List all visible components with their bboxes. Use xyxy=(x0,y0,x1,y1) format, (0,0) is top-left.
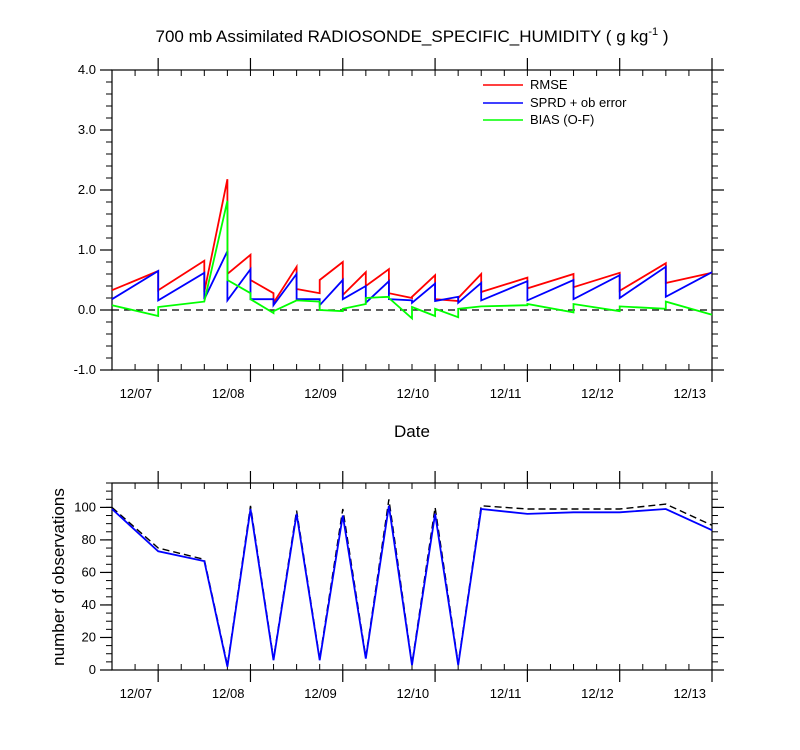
chart-title-suffix: ) xyxy=(658,27,668,46)
top-x-tick-label: 12/07 xyxy=(120,386,153,401)
top-y-tick-label: 1.0 xyxy=(78,242,96,257)
bottom-plot: 12/07 12/08 12/09 12/10 12/11 12/12 12/13 0 20 40… xyxy=(74,471,724,701)
bottom-x-tick-label: 12/08 xyxy=(212,686,245,701)
top-series-bias-o-f xyxy=(111,200,713,321)
legend-sprd-label: SPRD + ob error xyxy=(530,95,627,110)
top-x-axis-title: Date xyxy=(394,422,430,441)
top-x-tick-label: 12/11 xyxy=(490,386,522,401)
legend: RMSE SPRD + ob error BIAS (O-F) xyxy=(483,77,627,127)
top-x-tick-label: 12/09 xyxy=(304,386,337,401)
bottom-series-used-observations xyxy=(111,505,713,667)
top-series-sprd-ob-error xyxy=(111,250,713,308)
bottom-y-tick-label: 80 xyxy=(82,532,96,547)
top-y-tick-label: 2.0 xyxy=(78,182,96,197)
bottom-series-possible-observations xyxy=(111,499,713,666)
legend-bias-label: BIAS (O-F) xyxy=(530,112,594,127)
bottom-y-tick-label: 100 xyxy=(74,499,96,514)
bottom-y-tick-label: 40 xyxy=(82,597,96,612)
bottom-x-tick-label: 12/07 xyxy=(120,686,153,701)
bottom-x-tick-label: 12/12 xyxy=(581,686,614,701)
top-x-tick-label: 12/13 xyxy=(673,386,706,401)
bottom-x-tick-label: 12/11 xyxy=(490,686,522,701)
bottom-x-tick-label: 12/13 xyxy=(673,686,706,701)
bottom-frame xyxy=(111,482,713,671)
bottom-y-tick-label: 0 xyxy=(89,662,96,677)
top-frame xyxy=(111,69,713,371)
chart-title-superscript: -1 xyxy=(648,26,658,38)
bottom-x-tick-label: 12/09 xyxy=(304,686,337,701)
bottom-y-tick-label: 60 xyxy=(82,564,96,579)
top-y-tick-label: 3.0 xyxy=(78,122,96,137)
top-plot: 12/07 12/08 12/09 12/10 12/11 12/12 12/13 -1.0 0… xyxy=(74,58,724,401)
top-x-tick-label: 12/12 xyxy=(581,386,614,401)
top-y-tick-label: 0.0 xyxy=(78,302,96,317)
top-y-tick-label: -1.0 xyxy=(74,362,96,377)
legend-rmse-label: RMSE xyxy=(530,77,568,92)
top-x-tick-label: 12/10 xyxy=(397,386,430,401)
top-series-rmse xyxy=(111,179,713,306)
top-y-tick-label: 4.0 xyxy=(78,62,96,77)
bottom-x-tick-label: 12/10 xyxy=(397,686,430,701)
bottom-y-tick-label: 20 xyxy=(82,629,96,644)
bottom-y-axis-title: number of observations xyxy=(49,488,68,666)
top-x-tick-label: 12/08 xyxy=(212,386,245,401)
chart-title-main: 700 mb Assimilated RADIOSONDE_SPECIFIC_H… xyxy=(156,27,649,46)
chart-title: 700 mb Assimilated RADIOSONDE_SPECIFIC_H… xyxy=(156,26,669,46)
